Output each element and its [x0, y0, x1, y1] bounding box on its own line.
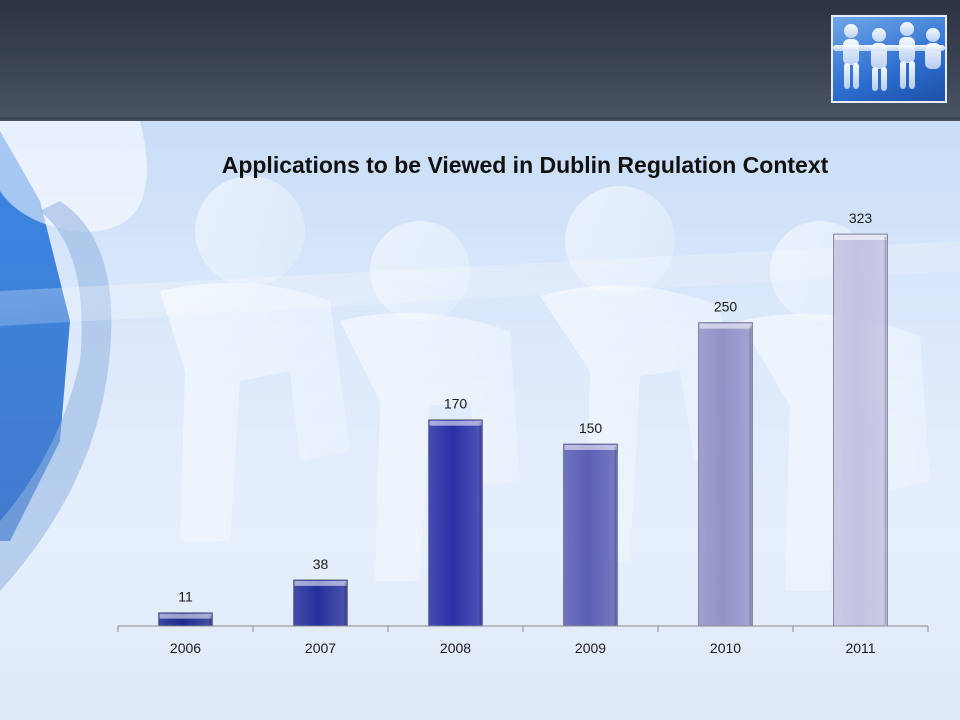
bar-edge-2010 [749, 325, 752, 625]
bar-bevel-2007 [294, 580, 347, 586]
x-tick-label-2011: 2011 [845, 640, 875, 656]
data-label-2010: 250 [714, 299, 738, 315]
bar-bevel-2011 [834, 235, 887, 240]
bar-bevel-2006 [159, 613, 212, 619]
x-tick-label-2009: 2009 [575, 640, 606, 656]
bar-edge-2007 [344, 582, 347, 625]
x-tick-label-2007: 2007 [305, 640, 336, 656]
data-label-2007: 38 [313, 556, 329, 572]
bar-2008 [428, 419, 483, 627]
data-label-2011: 323 [849, 210, 873, 226]
bar-2007 [293, 579, 348, 627]
background-figures [0, 121, 960, 591]
bar-2009 [563, 443, 618, 627]
data-label-2008: 170 [444, 396, 468, 412]
bar-edge-2006 [209, 615, 212, 625]
bar-edge-2009 [614, 446, 617, 625]
bar-2011 [833, 233, 888, 627]
bar-bevel-2008 [429, 420, 482, 426]
data-label-2006: 11 [178, 589, 193, 605]
bar-2010 [698, 322, 753, 627]
header-band [0, 0, 960, 121]
x-tick-label-2010: 2010 [710, 640, 741, 656]
bar-bevel-2009 [564, 444, 617, 450]
people-chain-icon [831, 15, 947, 103]
bar-bevel-2010 [699, 323, 752, 329]
bar-edge-2011 [884, 237, 887, 625]
chart-title: Applications to be Viewed in Dublin Regu… [221, 152, 829, 178]
x-tick-label-2008: 2008 [440, 640, 471, 656]
bar-edge-2008 [479, 422, 482, 625]
data-label-2009: 150 [579, 420, 603, 436]
x-tick-label-2006: 2006 [170, 640, 201, 656]
